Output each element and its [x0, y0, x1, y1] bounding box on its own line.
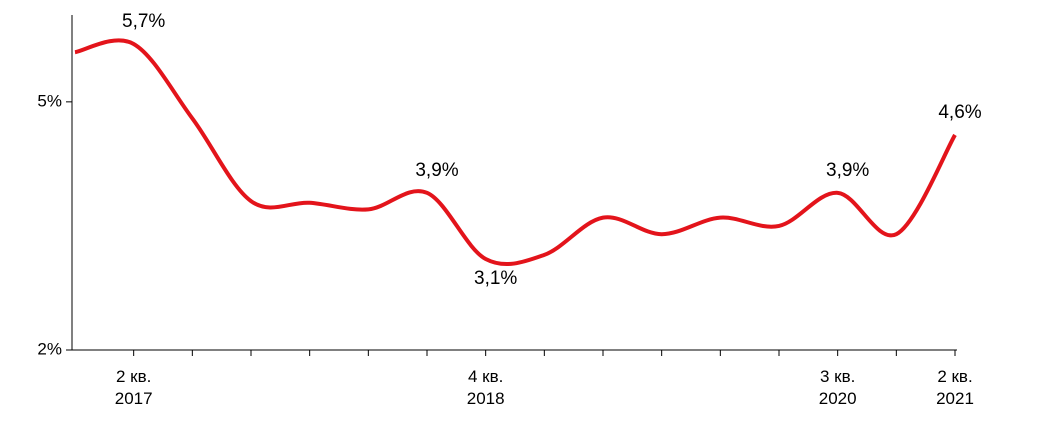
x-tick-label: 2 кв. 2017	[114, 367, 153, 408]
x-tick-label: 2 кв. 2021	[936, 367, 974, 408]
x-tick-label: 3 кв. 2020	[818, 367, 857, 408]
data-label: 4,6%	[938, 102, 981, 123]
y-tick-label: 2%	[37, 339, 62, 358]
data-label: 3,1%	[474, 268, 517, 289]
x-tick-label: 4 кв. 2018	[466, 367, 505, 408]
data-label: 3,9%	[415, 160, 458, 181]
line	[74, 38, 957, 267]
data-label: 3,9%	[826, 160, 869, 181]
y-tick-label: 5%	[37, 91, 62, 110]
data-label: 5,7%	[122, 11, 165, 32]
